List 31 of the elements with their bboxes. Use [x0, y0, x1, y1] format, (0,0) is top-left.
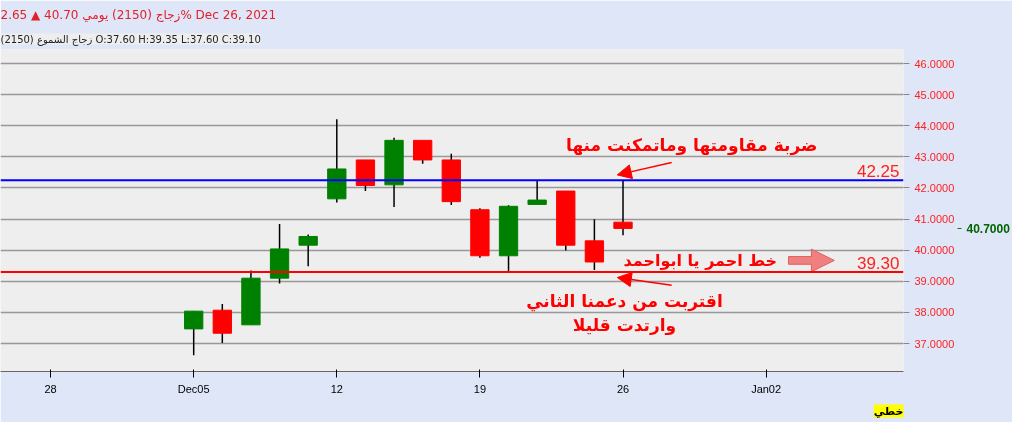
y-tick-label: 40.0000: [914, 244, 955, 257]
y-tick-label: 46.0000: [914, 57, 955, 70]
text: خطي: [873, 404, 904, 418]
candlestick: [413, 139, 433, 165]
annotation: ضربة مقاومتها وماتمكنت منها: [566, 134, 818, 156]
y-tick-label: 41.0000: [914, 213, 955, 226]
y-tick-label: 45.0000: [914, 88, 955, 101]
y-tick-label: 42.0000: [914, 181, 955, 194]
candlestick: [212, 303, 232, 344]
text: 40.7000: [966, 221, 1011, 236]
chart-subtitle: زجاج الشموع (2150) O:37.60 H:39.35 L:37.60 C:39.10: [0, 33, 261, 46]
x-tick-label: Dec05: [177, 382, 210, 395]
y-tick-label: 43.0000: [914, 150, 955, 163]
candlestick: [298, 233, 318, 268]
annotation: خط احمر يا ابواحمد: [623, 250, 778, 270]
candlestick: [613, 179, 633, 236]
y-tick-label: 38.0000: [914, 306, 955, 319]
x-tick-label: 26: [616, 382, 630, 395]
x-tick-label: 28: [44, 382, 57, 395]
y-tick-label: 37.0000: [914, 337, 955, 350]
chart-title: زجاج (2150) يومي 40.70 ▲ 2.65% Dec 26, 2021: [0, 7, 277, 23]
x-tick-label: 12: [330, 382, 343, 395]
annotation: اقتربت من دعمنا الثاني وارتدت قليلا: [526, 291, 723, 337]
x-tick-label: Jan02: [751, 382, 782, 395]
candlestick: [527, 179, 547, 206]
y-tick-label: 39.0000: [914, 275, 955, 288]
candlestick: [184, 310, 204, 357]
ref-line-label: 42.25: [856, 162, 900, 182]
ref-line-label: 39.30: [856, 253, 900, 273]
y-tick-label: 44.0000: [914, 119, 955, 132]
x-tick-label: 19: [473, 382, 487, 395]
